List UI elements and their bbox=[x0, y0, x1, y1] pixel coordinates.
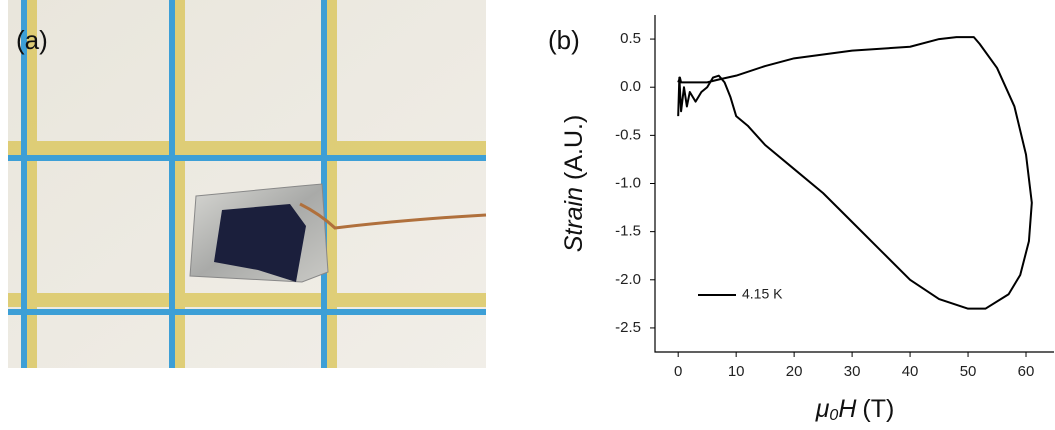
y-tick-label: -2.0 bbox=[615, 271, 641, 288]
label-part: (T) bbox=[862, 395, 894, 423]
x-tick-label: 20 bbox=[786, 363, 803, 380]
label-part: 0 bbox=[829, 407, 838, 424]
panel-label: (b) bbox=[548, 25, 580, 55]
y-tick-label: -1.5 bbox=[615, 223, 641, 240]
panel-label: (a) bbox=[16, 25, 48, 55]
x-tick-label: 40 bbox=[902, 363, 919, 380]
y-tick-label: 0.5 bbox=[620, 30, 641, 47]
y-tick-label: -1.0 bbox=[615, 174, 641, 191]
x-tick-label: 10 bbox=[728, 363, 745, 380]
x-axis-label: μ0H (T) bbox=[815, 395, 895, 425]
data-line bbox=[677, 36, 1033, 310]
y-tick-label: -2.5 bbox=[615, 319, 641, 336]
legend-label: 4.15 K bbox=[742, 286, 783, 302]
axis bbox=[654, 15, 1054, 353]
photo: (a) bbox=[8, 0, 487, 368]
x-tick-label: 60 bbox=[1018, 363, 1035, 380]
label-part: H bbox=[838, 395, 857, 423]
y-axis-label: Strain (A.U.) bbox=[560, 115, 588, 253]
label-part: (A.U.) bbox=[560, 115, 588, 180]
y-tick-label: -0.5 bbox=[615, 126, 641, 143]
x-tick-label: 30 bbox=[844, 363, 861, 380]
y-tick-label: 0.0 bbox=[620, 78, 641, 95]
x-tick-label: 0 bbox=[674, 363, 682, 380]
label-part: Strain bbox=[560, 187, 588, 252]
x-tick-label: 50 bbox=[960, 363, 977, 380]
label-part: μ bbox=[815, 395, 830, 423]
